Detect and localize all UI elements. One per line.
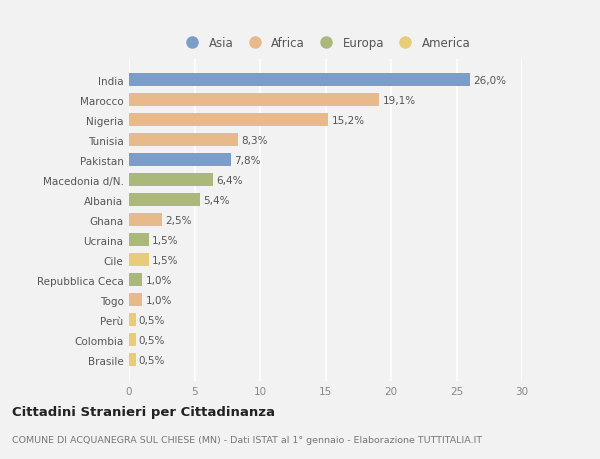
Text: 26,0%: 26,0% xyxy=(473,76,506,86)
Text: 5,4%: 5,4% xyxy=(203,196,230,205)
Text: 19,1%: 19,1% xyxy=(382,96,416,106)
Text: 15,2%: 15,2% xyxy=(331,116,365,126)
Bar xyxy=(129,114,328,127)
Bar xyxy=(129,313,136,326)
Bar xyxy=(129,174,213,187)
Text: 0,5%: 0,5% xyxy=(139,335,165,345)
Bar xyxy=(129,274,142,286)
Text: 2,5%: 2,5% xyxy=(165,215,191,225)
Text: 6,4%: 6,4% xyxy=(216,175,242,185)
Text: 0,5%: 0,5% xyxy=(139,355,165,365)
Bar xyxy=(129,214,162,227)
Bar xyxy=(129,134,238,147)
Bar xyxy=(129,194,200,207)
Bar xyxy=(129,334,136,347)
Bar xyxy=(129,254,149,267)
Text: 1,5%: 1,5% xyxy=(152,255,178,265)
Text: COMUNE DI ACQUANEGRA SUL CHIESE (MN) - Dati ISTAT al 1° gennaio - Elaborazione T: COMUNE DI ACQUANEGRA SUL CHIESE (MN) - D… xyxy=(12,435,482,443)
Bar xyxy=(129,94,379,107)
Bar xyxy=(129,234,149,247)
Legend: Asia, Africa, Europa, America: Asia, Africa, Europa, America xyxy=(177,34,474,53)
Text: Cittadini Stranieri per Cittadinanza: Cittadini Stranieri per Cittadinanza xyxy=(12,405,275,419)
Text: 1,0%: 1,0% xyxy=(145,295,172,305)
Bar xyxy=(129,294,142,307)
Text: 1,0%: 1,0% xyxy=(145,275,172,285)
Bar xyxy=(129,353,136,366)
Text: 7,8%: 7,8% xyxy=(235,156,261,166)
Text: 1,5%: 1,5% xyxy=(152,235,178,245)
Text: 0,5%: 0,5% xyxy=(139,315,165,325)
Text: 8,3%: 8,3% xyxy=(241,135,268,146)
Bar xyxy=(129,74,470,87)
Bar xyxy=(129,154,231,167)
